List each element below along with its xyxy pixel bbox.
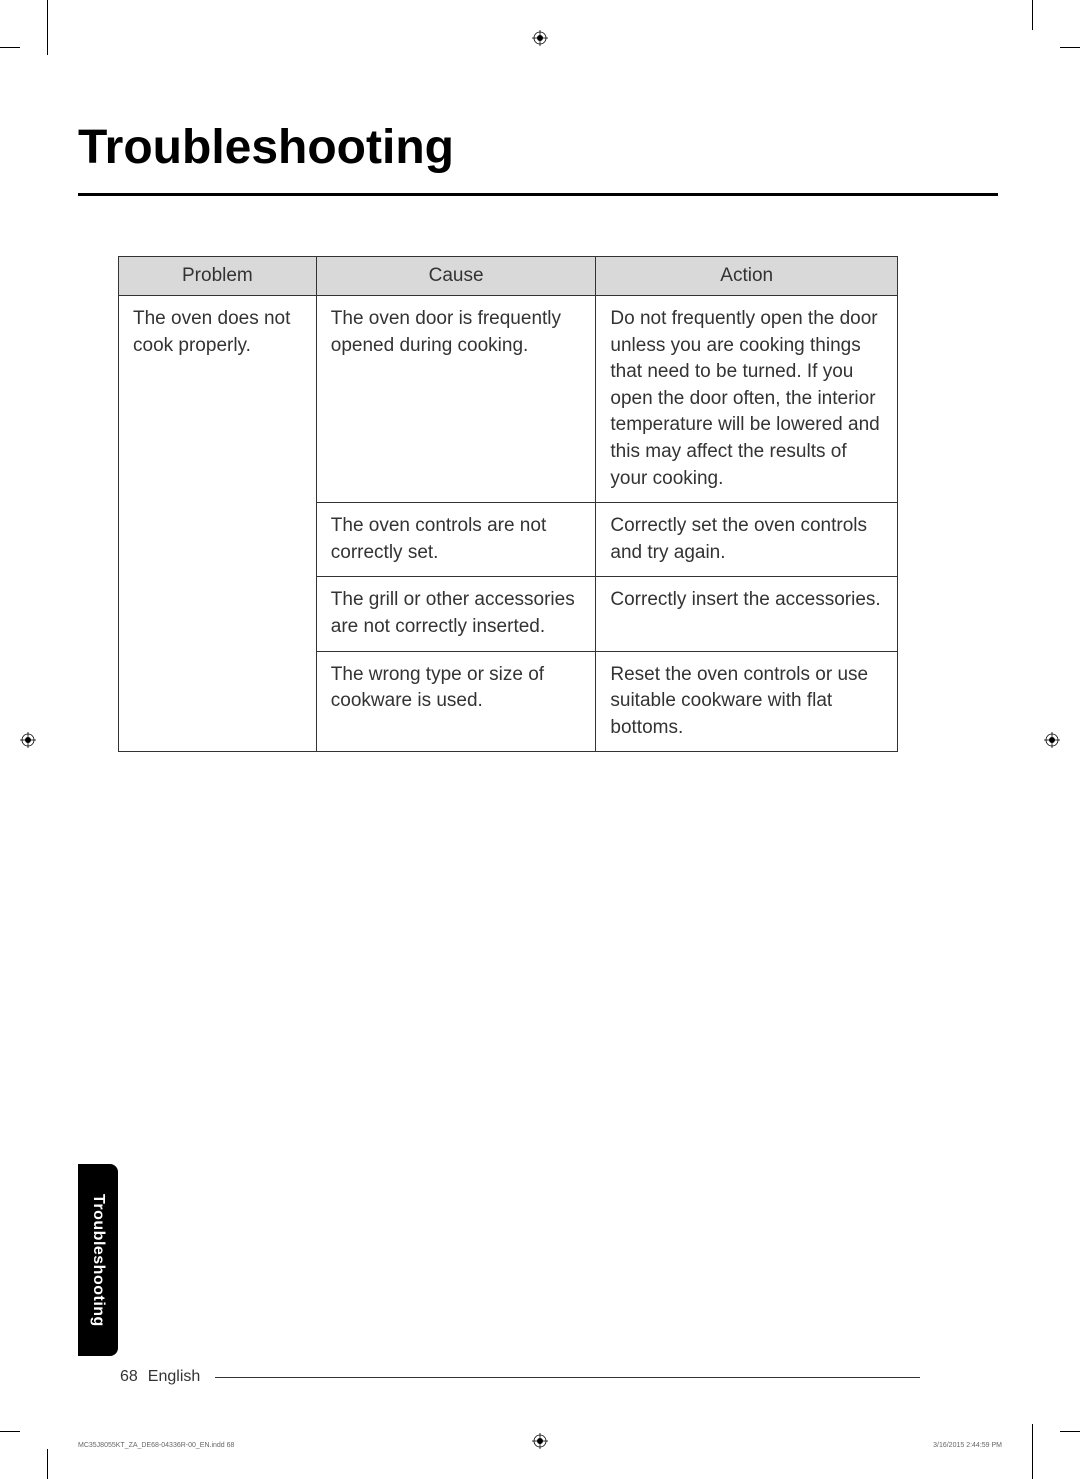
page-footer: 68 English <box>120 1368 920 1386</box>
cell-action: Correctly set the oven controls and try … <box>596 503 898 577</box>
crop-mark <box>1032 0 1033 30</box>
registration-mark-icon <box>532 1433 548 1449</box>
crop-mark <box>0 47 20 48</box>
troubleshooting-table: Problem Cause Action The oven does not c… <box>118 256 898 752</box>
table-row: The oven does not cook properly. The ove… <box>119 296 898 503</box>
registration-mark-icon <box>1044 732 1060 748</box>
header-cause: Cause <box>316 257 596 296</box>
cell-action: Do not frequently open the door unless y… <box>596 296 898 503</box>
footer-divider <box>215 1377 920 1378</box>
page-content: Troubleshooting Problem Cause Action The… <box>78 120 998 752</box>
crop-mark <box>1032 1424 1033 1479</box>
cell-cause: The grill or other accessories are not c… <box>316 577 596 651</box>
crop-mark <box>0 1431 20 1432</box>
crop-mark <box>47 0 48 55</box>
registration-mark-icon <box>532 30 548 46</box>
cell-cause: The oven door is frequently opened durin… <box>316 296 596 503</box>
page-title: Troubleshooting <box>78 120 998 175</box>
section-tab: Troubleshooting <box>78 1164 118 1356</box>
cell-problem: The oven does not cook properly. <box>119 296 317 752</box>
footer-language: English <box>148 1368 200 1386</box>
print-filename: MC35J8055KT_ZA_DE68-04336R-00_EN.indd 68 <box>78 1442 234 1449</box>
crop-mark <box>1060 47 1080 48</box>
header-action: Action <box>596 257 898 296</box>
page-number: 68 <box>120 1368 138 1386</box>
crop-mark <box>47 1449 48 1479</box>
print-timestamp: 3/16/2015 2:44:59 PM <box>933 1442 1002 1449</box>
table-header-row: Problem Cause Action <box>119 257 898 296</box>
section-tab-label: Troubleshooting <box>89 1194 107 1327</box>
title-divider <box>78 193 998 196</box>
crop-mark <box>1060 1431 1080 1432</box>
registration-mark-icon <box>20 732 36 748</box>
cell-action: Reset the oven controls or use suitable … <box>596 651 898 752</box>
cell-cause: The oven controls are not correctly set. <box>316 503 596 577</box>
cell-cause: The wrong type or size of cookware is us… <box>316 651 596 752</box>
cell-action: Correctly insert the accessories. <box>596 577 898 651</box>
header-problem: Problem <box>119 257 317 296</box>
